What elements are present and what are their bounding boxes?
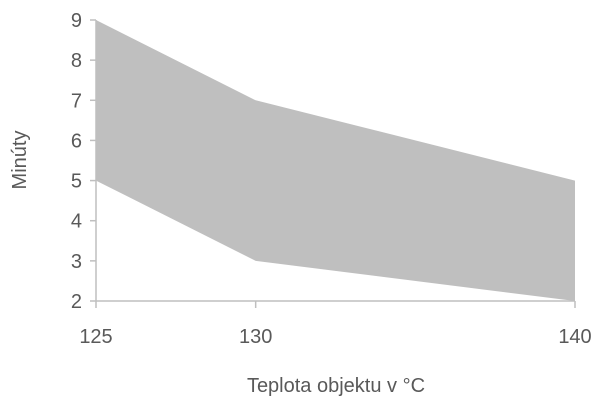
- y-tick-label: 7: [71, 90, 82, 112]
- y-tick-label: 3: [71, 251, 82, 273]
- x-tick-label: 125: [79, 326, 112, 348]
- y-tick-label: 2: [71, 291, 82, 313]
- y-tick-label: 8: [71, 50, 82, 72]
- x-tick-label: 140: [558, 326, 591, 348]
- y-tick-label: 5: [71, 171, 82, 193]
- x-axis-title: Teplota objektu v °C: [247, 375, 425, 397]
- axes: [90, 19, 576, 308]
- tick-labels: 2 3 4 5 6 7 8 9 125 130 140: [71, 10, 592, 348]
- range-band-area: [96, 20, 575, 301]
- plot-area: [96, 20, 575, 301]
- y-tick-label: 9: [71, 10, 82, 32]
- x-tick-label: 130: [239, 326, 272, 348]
- y-tick-label: 4: [71, 211, 82, 233]
- y-axis-title: Minúty: [9, 131, 31, 190]
- y-tick-label: 6: [71, 130, 82, 152]
